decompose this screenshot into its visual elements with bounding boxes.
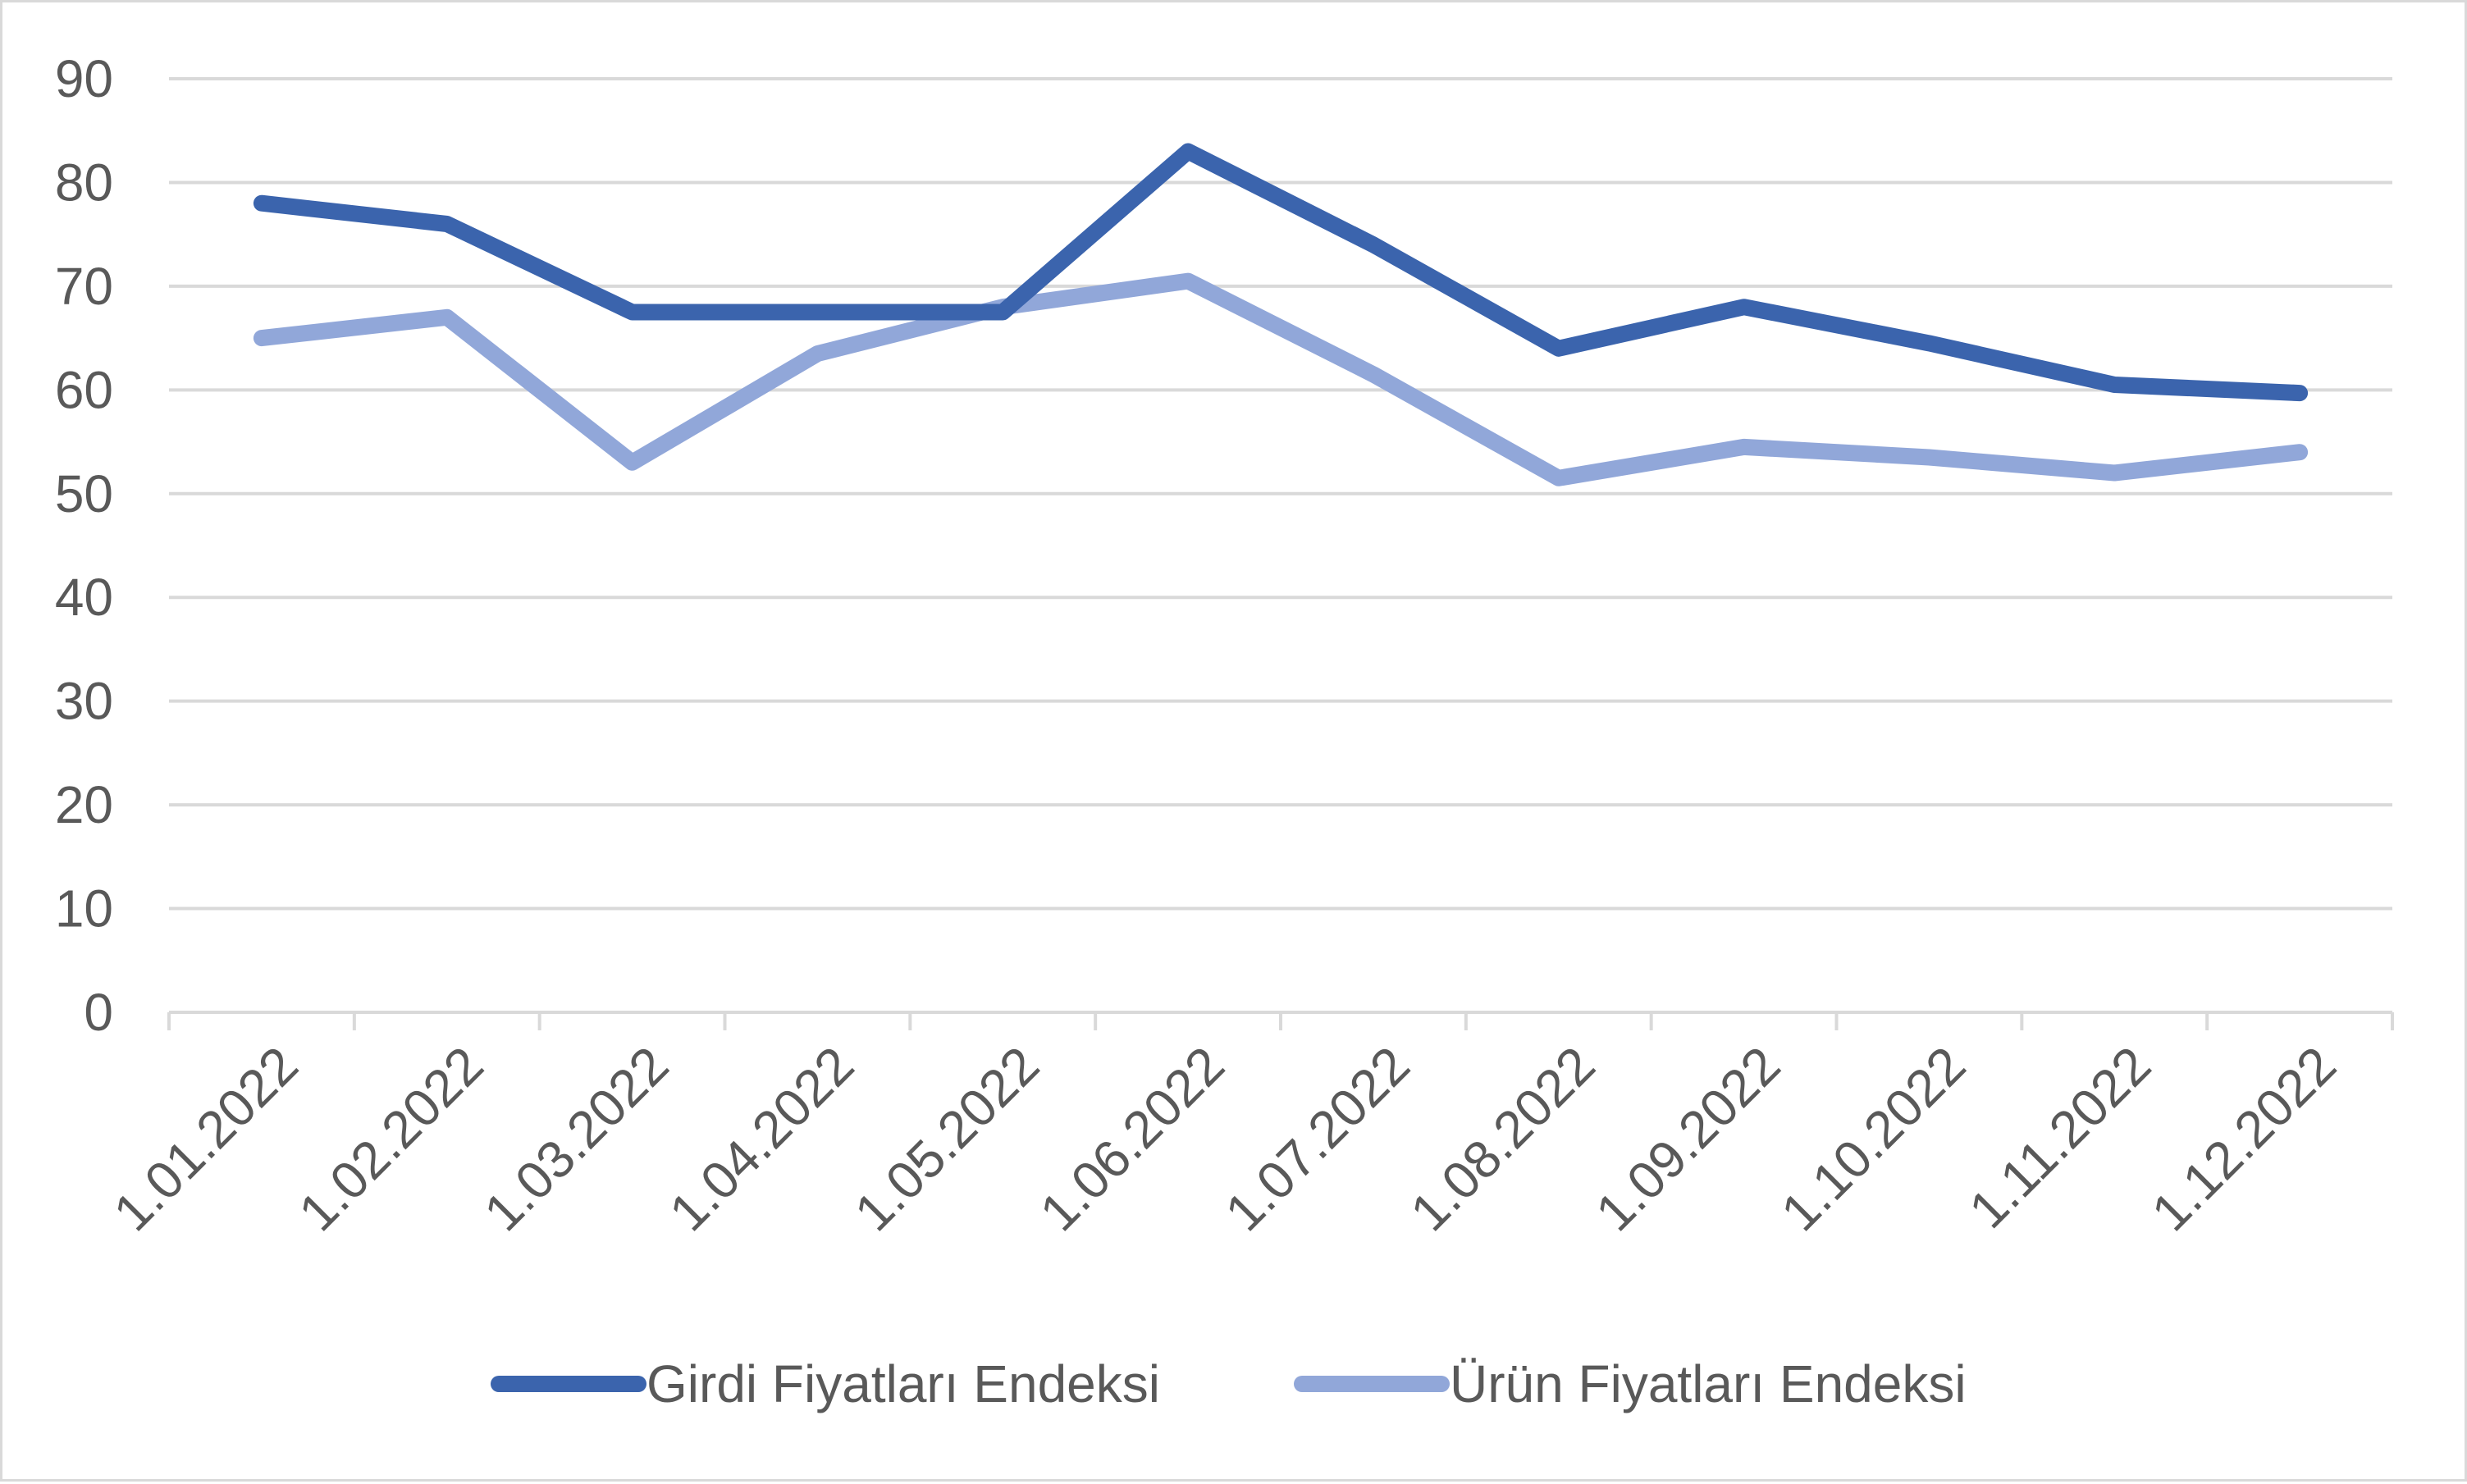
y-axis-tick-labels: 0 10 20 30 40 50 60 70 80 90 [55,49,113,1042]
x-tick-label: 1.01.2022 [103,1035,309,1242]
legend-label-2: Ürün Fiyatları Endeksi [1450,1354,1967,1413]
y-tick-label: 40 [55,568,113,627]
y-tick-label: 10 [55,879,113,938]
x-axis [167,1011,2394,1030]
y-tick-label: 70 [55,257,113,316]
y-tick-label: 90 [55,49,113,108]
y-tick-label: 50 [55,464,113,523]
y-tick-label: 0 [84,983,113,1042]
y-tick-label: 60 [55,360,113,419]
y-tick-label: 30 [55,672,113,731]
y-tick-label: 20 [55,775,113,834]
x-tick-label: 1.03.2022 [473,1035,679,1242]
x-tick-label: 1.08.2022 [1399,1035,1606,1242]
series-line-1 [253,143,2309,402]
x-tick-label: 1.09.2022 [1584,1035,1791,1242]
x-tick-label: 1.11.2022 [1958,1035,2162,1240]
x-tick-label: 1.12.2022 [2140,1035,2347,1242]
series-lines [253,143,2309,486]
legend: Girdi Fiyatları Endeksi Ürün Fiyatları En… [491,1354,1967,1413]
x-axis-tick-labels: 1.01.20221.02.20221.03.20221.04.20221.05… [103,1035,2347,1242]
x-tick-label: 1.06.2022 [1029,1035,1236,1242]
x-tick-label: 1.02.2022 [287,1035,494,1242]
x-tick-label: 1.05.2022 [843,1035,1050,1242]
x-tick-label: 1.04.2022 [658,1035,865,1242]
y-tick-label: 80 [55,153,113,212]
x-tick-label: 1.10.2022 [1770,1035,1976,1242]
legend-label-1: Girdi Fiyatları Endeksi [646,1354,1160,1413]
x-tick-label: 1.07.2022 [1214,1035,1421,1242]
series-line-2 [253,272,2309,486]
